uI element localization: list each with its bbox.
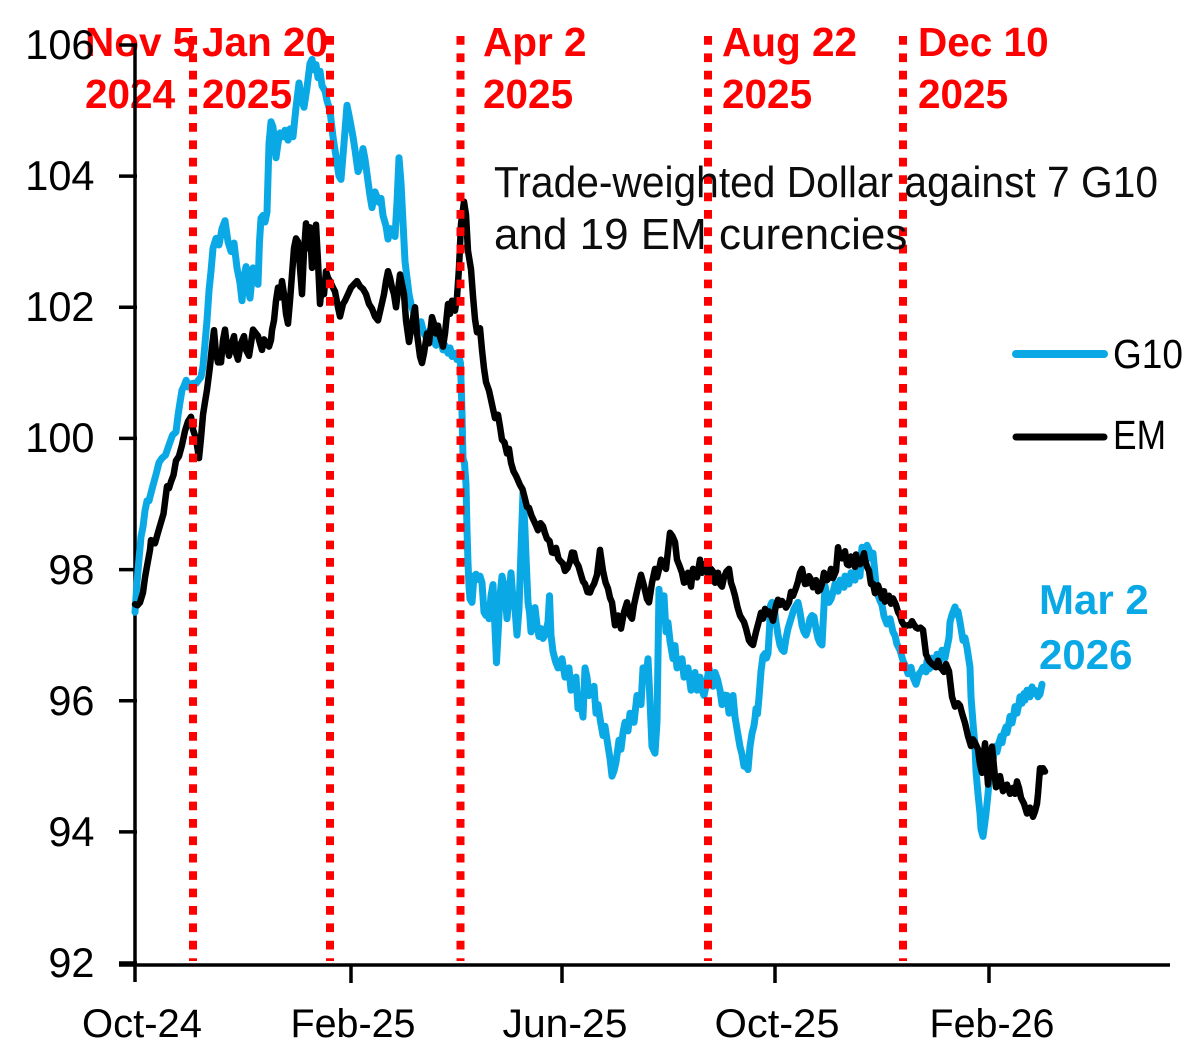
- svg-text:92: 92: [48, 939, 94, 986]
- svg-text:Feb-26: Feb-26: [930, 1002, 1055, 1045]
- svg-text:2026: 2026: [1039, 631, 1132, 678]
- svg-text:104: 104: [25, 152, 94, 199]
- svg-text:2024: 2024: [85, 71, 176, 117]
- svg-text:EM: EM: [1113, 412, 1166, 458]
- svg-text:Oct-24: Oct-24: [82, 1002, 202, 1045]
- svg-text:2025: 2025: [722, 71, 812, 117]
- svg-text:Feb-25: Feb-25: [291, 1002, 416, 1045]
- svg-text:102: 102: [25, 283, 94, 330]
- svg-text:Mar 2: Mar 2: [1039, 576, 1149, 623]
- svg-text:Oct-25: Oct-25: [715, 1002, 840, 1045]
- svg-text:94: 94: [48, 808, 94, 855]
- svg-text:98: 98: [48, 546, 94, 593]
- svg-text:Aug 22: Aug 22: [722, 19, 857, 65]
- svg-text:Trade-weighted Dollar against: Trade-weighted Dollar against 7 G10: [494, 158, 1158, 207]
- svg-text:Jun-25: Jun-25: [503, 1002, 628, 1045]
- svg-text:Apr 2: Apr 2: [483, 19, 587, 65]
- svg-text:Nov 5: Nov 5: [85, 19, 195, 65]
- svg-text:106: 106: [25, 21, 94, 68]
- svg-text:Jan 20: Jan 20: [202, 19, 328, 65]
- svg-text:Dec 10: Dec 10: [918, 19, 1049, 65]
- svg-text:G10: G10: [1113, 331, 1183, 377]
- svg-text:2025: 2025: [202, 71, 292, 117]
- svg-text:2025: 2025: [918, 71, 1008, 117]
- svg-text:96: 96: [48, 677, 94, 724]
- svg-text:2025: 2025: [483, 71, 573, 117]
- svg-text:and 19 EM curencies: and 19 EM curencies: [494, 210, 907, 259]
- svg-text:100: 100: [25, 414, 94, 461]
